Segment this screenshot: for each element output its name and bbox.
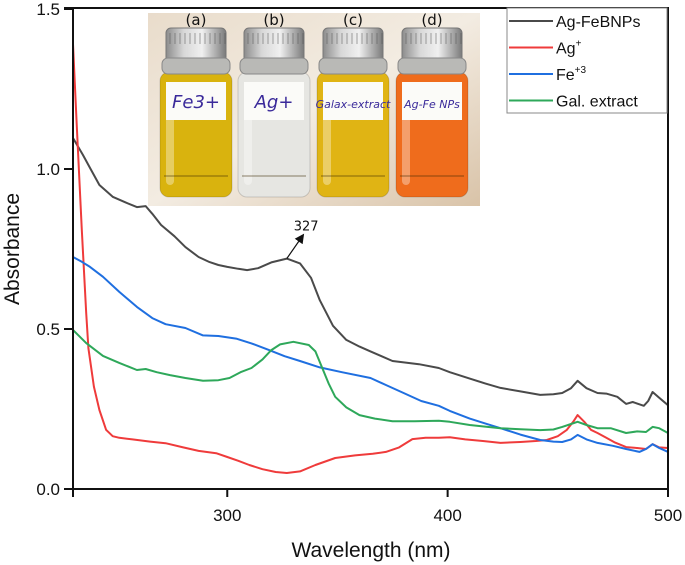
vial: Galax-extract (c) <box>316 11 391 198</box>
series-line-gal-extract <box>73 329 668 434</box>
x-tick-label: 300 <box>213 506 241 525</box>
vial: Ag-Fe NPs (d) <box>395 11 469 198</box>
vial-neck <box>161 57 231 75</box>
y-tick-label: 0.0 <box>36 480 60 499</box>
series-line-fe-3 <box>73 256 668 453</box>
vial-handwritten-label: Ag+ <box>254 92 294 113</box>
y-tick-label: 1.5 <box>36 0 60 19</box>
vial-neck <box>397 57 467 75</box>
vial-letter-label: (d) <box>421 11 442 29</box>
series-group <box>73 44 668 474</box>
vial-neck <box>239 57 309 75</box>
x-tick-label: 400 <box>433 506 461 525</box>
vial-handwritten-label: Fe3+ <box>172 92 220 113</box>
legend-label: Gal. extract <box>556 94 638 111</box>
vial-paper-label <box>166 82 226 120</box>
legend-label: Ag-FeBNPs <box>556 14 640 31</box>
series-line-ag-febnps <box>73 137 668 407</box>
series-line-ag- <box>73 44 668 474</box>
legend-label: Fe+3 <box>556 65 587 84</box>
y-tick-label: 1.0 <box>36 160 60 179</box>
vial-paper-label <box>402 82 462 120</box>
vial-paper-label <box>244 82 304 120</box>
x-ticks: 300 400 500 <box>72 489 682 525</box>
vial-handwritten-label: Galax-extract <box>316 98 391 111</box>
vial-letter-label: (a) <box>186 11 207 29</box>
annotation-arrow <box>286 233 305 259</box>
y-ticks: 0.0 0.5 1.0 1.5 <box>36 0 73 499</box>
x-axis-title: Wavelength (nm) <box>291 539 450 562</box>
vial-letter-label: (c) <box>343 11 363 29</box>
vial-paper-label <box>323 82 383 120</box>
y-tick-label: 0.5 <box>36 320 60 339</box>
inset-photo: Fe3+ (a) Ag+ (b) Galax-extract (c) Ag-Fe NPs (d… <box>148 11 480 206</box>
legend-label: Ag+ <box>556 39 582 58</box>
vial-handwritten-label: Ag-Fe NPs <box>403 98 460 111</box>
vial: Fe3+ (a) <box>159 11 233 198</box>
vial-neck <box>318 57 388 75</box>
peak-annotation: 327 <box>286 220 319 259</box>
legend: Ag-FeBNPs Ag+ Fe+3 Gal. extract <box>506 7 668 114</box>
vial: Ag+ (b) <box>237 11 311 198</box>
legend-box <box>506 7 668 114</box>
y-axis-title: Absorbance <box>1 193 24 305</box>
vial-letter-label: (b) <box>263 11 284 29</box>
annotation-text: 327 <box>294 220 319 235</box>
x-tick-label: 500 <box>654 506 682 525</box>
